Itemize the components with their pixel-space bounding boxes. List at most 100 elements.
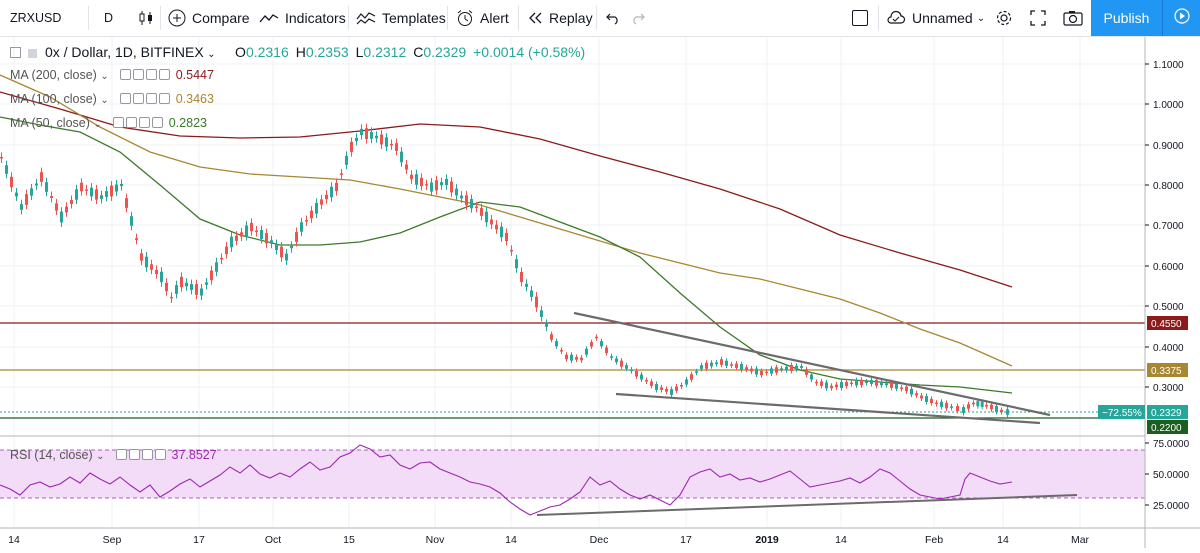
alarm-clock-icon[interactable] <box>456 9 474 27</box>
chart-area[interactable]: 1.1000 1.0000 0.9000 0.8000 0.7000 0.6000 0.50… <box>0 37 1200 548</box>
publish-button[interactable]: Publish <box>1091 0 1162 36</box>
indicators-icon[interactable] <box>259 11 279 25</box>
eye-icon[interactable] <box>120 93 132 104</box>
candle <box>785 364 788 373</box>
ma100-label[interactable]: MA (100, close) <box>10 92 97 106</box>
candle <box>725 358 728 369</box>
ma200-line[interactable] <box>0 91 1013 288</box>
publish-menu-button[interactable] <box>1162 0 1200 36</box>
price-axis[interactable] <box>1145 37 1200 548</box>
main-series-legend[interactable]: 0x / Dollar, 1D, BITFINEX ⌄ O0.2316 H0.2… <box>10 44 585 60</box>
candle <box>870 377 873 387</box>
ma100-legend[interactable]: MA (100, close) ⌄ 0.3463 <box>10 92 214 106</box>
alert-label[interactable]: Alert <box>480 10 509 26</box>
plus-icon[interactable] <box>142 449 154 460</box>
rsi-trendline[interactable] <box>536 494 1078 516</box>
rewind-icon[interactable] <box>527 11 543 25</box>
chevron-down-icon[interactable]: ⌄ <box>207 49 216 60</box>
play-icon[interactable] <box>1174 7 1190 29</box>
rsi-line[interactable] <box>0 444 1013 516</box>
price-chart-canvas[interactable]: 1.1000 1.0000 0.9000 0.8000 0.7000 0.6000 0.50… <box>0 37 1200 548</box>
rsi-label[interactable]: RSI (14, close) <box>10 448 93 462</box>
chevron-down-icon[interactable]: ⌄ <box>100 95 109 106</box>
series-title[interactable]: 0x / Dollar, 1D, BITFINEX <box>44 44 204 60</box>
candles-icon[interactable] <box>137 9 155 27</box>
eye-icon[interactable] <box>120 69 132 80</box>
ma100-line[interactable] <box>0 74 1013 367</box>
templates-icon[interactable] <box>356 10 376 26</box>
fullscreen-button[interactable] <box>1030 0 1052 36</box>
compare-button[interactable]: Compare <box>168 0 250 36</box>
chart-type-button[interactable] <box>137 0 161 36</box>
fullscreen-icon[interactable] <box>1030 10 1046 26</box>
time-axis-ticks[interactable]: 14 Sep 17 Oct 15 Nov 14 Dec 17 2019 14 Feb 14 Mar <box>8 534 1089 546</box>
lower-trendline[interactable] <box>615 392 1041 425</box>
ma50-label[interactable]: MA (50, close) <box>10 116 90 130</box>
collapse-icon[interactable] <box>10 47 21 58</box>
chevron-down-icon[interactable]: ⌄ <box>100 71 109 82</box>
symbol-label[interactable]: ZRXUSD <box>10 11 62 25</box>
alert-button[interactable]: Alert <box>456 0 509 36</box>
camera-icon[interactable] <box>1063 10 1083 26</box>
candle <box>395 138 398 156</box>
layout-name-button[interactable]: Unnamed ⌄ <box>886 0 985 36</box>
undo-button[interactable] <box>605 0 627 36</box>
square-icon[interactable] <box>852 10 868 26</box>
hide-icon[interactable] <box>28 49 38 58</box>
publish-label[interactable]: Publish <box>1103 10 1150 26</box>
snapshot-button[interactable] <box>1063 0 1089 36</box>
close-icon[interactable] <box>152 117 164 128</box>
select-checkbox[interactable] <box>852 0 868 36</box>
gear-icon[interactable] <box>129 449 141 460</box>
candle <box>940 399 943 410</box>
candle <box>830 383 833 391</box>
interval-label[interactable]: D <box>104 11 114 25</box>
candle <box>520 267 523 287</box>
redo-button[interactable] <box>630 0 652 36</box>
eye-icon[interactable] <box>116 449 128 460</box>
eye-icon[interactable] <box>113 117 125 128</box>
candle <box>845 379 848 389</box>
layout-name-label[interactable]: Unnamed <box>912 10 973 26</box>
redo-icon[interactable] <box>630 11 646 25</box>
candle <box>865 379 868 386</box>
templates-label[interactable]: Templates <box>382 10 446 26</box>
gear-icon[interactable] <box>995 9 1013 27</box>
candle <box>445 174 448 190</box>
gear-icon[interactable] <box>133 93 145 104</box>
undo-icon[interactable] <box>605 11 621 25</box>
ma200-legend[interactable]: MA (200, close) ⌄ 0.5447 <box>10 68 214 82</box>
upper-trendline[interactable] <box>573 311 1051 417</box>
close-icon[interactable] <box>159 69 171 80</box>
ma200-label[interactable]: MA (200, close) <box>10 68 97 82</box>
close-icon[interactable] <box>159 93 171 104</box>
plus-icon[interactable] <box>146 69 158 80</box>
candle <box>410 170 413 184</box>
ma50-legend[interactable]: MA (50, close) ⌄ 0.2823 <box>10 116 207 130</box>
ma50-line[interactable] <box>0 116 1013 394</box>
plus-icon[interactable] <box>139 117 151 128</box>
indicators-button[interactable]: Indicators <box>259 0 346 36</box>
settings-button[interactable] <box>995 0 1019 36</box>
candlestick-series[interactable] <box>0 123 1009 418</box>
replay-button[interactable]: Replay <box>527 0 593 36</box>
candle <box>15 188 18 201</box>
rsi-legend[interactable]: RSI (14, close) ⌄ 37.8527 <box>10 448 217 462</box>
candle <box>350 137 353 157</box>
chevron-down-icon[interactable]: ⌄ <box>93 119 102 130</box>
chevron-down-icon[interactable]: ⌄ <box>96 451 105 462</box>
level-marker-text: 0.2200 <box>1151 423 1182 434</box>
cloud-icon[interactable] <box>886 11 906 25</box>
gear-icon[interactable] <box>126 117 138 128</box>
compare-label[interactable]: Compare <box>192 10 250 26</box>
plus-icon[interactable] <box>146 93 158 104</box>
indicators-label[interactable]: Indicators <box>285 10 346 26</box>
symbol-search[interactable]: ZRXUSD <box>10 0 61 36</box>
templates-button[interactable]: Templates <box>356 0 446 36</box>
plus-circle-icon[interactable] <box>168 9 186 27</box>
close-icon[interactable] <box>155 449 167 460</box>
gear-icon[interactable] <box>133 69 145 80</box>
chevron-down-icon[interactable]: ⌄ <box>976 12 986 24</box>
interval-button[interactable]: D <box>104 0 113 36</box>
replay-label[interactable]: Replay <box>549 10 593 26</box>
